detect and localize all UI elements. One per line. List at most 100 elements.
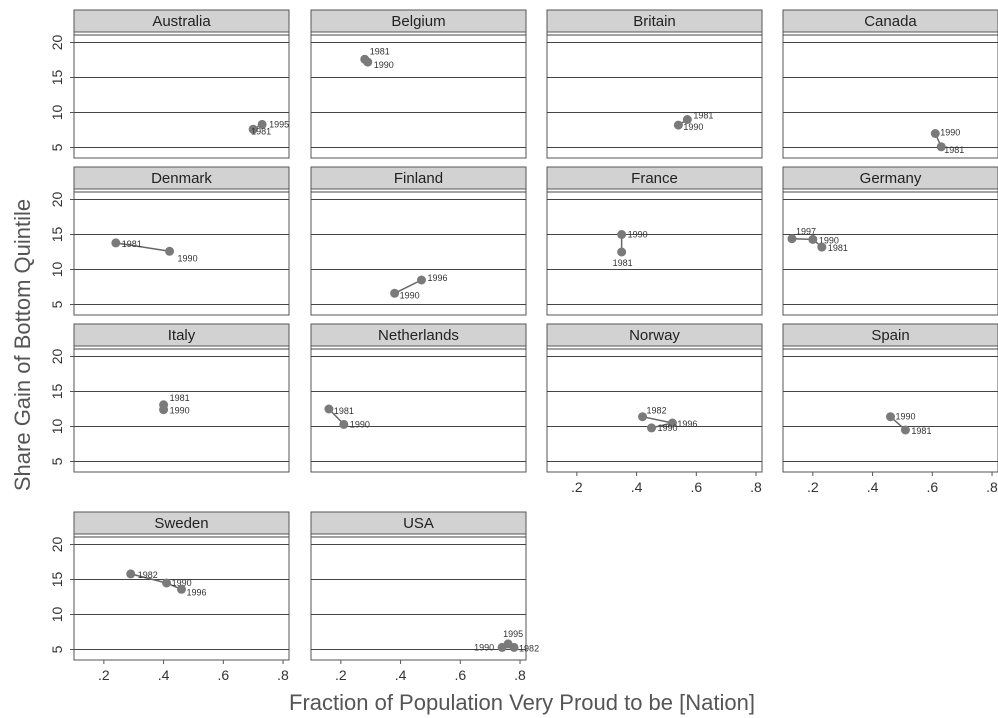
panel-italy: Italy 5 10 15 20 1981 1990 (49, 323, 290, 473)
x-tick-label: .6 (454, 667, 466, 683)
data-label: 1990 (628, 230, 648, 240)
data-point-sweden-1996 (177, 584, 186, 594)
data-label: 1981 (334, 406, 354, 416)
x-tick-label: .4 (631, 479, 643, 495)
panel-plot-area (310, 533, 527, 661)
x-tick-label: .4 (395, 667, 407, 683)
data-label: 1990 (374, 60, 394, 70)
data-label: 1981 (944, 145, 964, 155)
x-tick-label: .8 (986, 479, 998, 495)
x-tick-label: .8 (277, 667, 289, 683)
panel-title: Canada (864, 13, 917, 30)
data-point-spain-1990 (886, 412, 895, 422)
x-tick-label: .6 (926, 479, 938, 495)
data-label: 1981 (613, 258, 633, 268)
data-point-netherlands-1990 (339, 419, 349, 429)
y-tick-label: 10 (49, 419, 65, 435)
data-label: 1990 (819, 235, 839, 245)
data-point-usa-1982 (509, 642, 519, 652)
data-point-norway-1982 (638, 412, 648, 422)
series-line-denmark (115, 242, 170, 253)
panel-title: Britain (633, 13, 676, 30)
y-tick-label: 20 (49, 35, 65, 51)
panel-plot-area (73, 31, 290, 159)
data-point-sweden-1990 (162, 578, 172, 588)
data-label: 1990 (474, 642, 494, 652)
data-label: 1981 (828, 243, 848, 253)
panel-plot-area (73, 345, 290, 473)
series-line-finland (394, 279, 422, 294)
y-axis-title: Share Gain of Bottom Quintile (10, 199, 35, 491)
y-tick-label: 20 (49, 192, 65, 208)
panels-group: Australia510152019951981Belgium19811990B… (49, 9, 998, 683)
panel-title: Australia (152, 13, 211, 30)
panel-title: USA (403, 515, 434, 532)
panel-title: Netherlands (378, 327, 459, 344)
data-label: 1990 (350, 419, 370, 429)
panel-title: Germany (860, 170, 922, 187)
data-point-sweden-1982 (126, 569, 136, 579)
data-point-belgium-1990 (363, 57, 373, 67)
x-tick-label: .2 (335, 667, 347, 683)
panel-title: Finland (394, 170, 443, 187)
data-label: 1996 (677, 419, 697, 429)
panel-title: Denmark (151, 170, 212, 187)
data-point-germany-1990 (808, 234, 818, 244)
x-tick-label: .2 (98, 667, 110, 683)
data-label: 1981 (170, 393, 190, 403)
data-point-italy-1990 (159, 405, 169, 415)
data-point-denmark-1990 (165, 246, 175, 256)
data-point-canada-1990 (930, 129, 940, 138)
data-label: 1990 (683, 122, 703, 132)
data-label: 1982 (138, 570, 158, 580)
data-label: 1981 (251, 126, 271, 136)
x-tick-label: .6 (217, 667, 229, 683)
data-label: 1981 (693, 111, 713, 121)
data-point-canada-1981 (936, 142, 946, 152)
data-label: 1996 (427, 273, 447, 283)
y-tick-label: 10 (49, 262, 65, 278)
panel-title: France (631, 170, 678, 187)
panel-plot-area (782, 345, 998, 473)
x-axis-title: Fraction of Population Very Proud to be … (289, 690, 755, 715)
y-tick-label: 15 (49, 384, 65, 400)
data-point-spain-1981 (900, 425, 910, 435)
data-label: 1990 (940, 128, 960, 138)
panel-usa: USA .2 .4 .6 .8 1995 1990 1982 (310, 511, 539, 683)
y-tick-label: 15 (49, 572, 65, 588)
data-point-netherlands-1981 (324, 404, 334, 414)
data-point-australia-1981 (248, 124, 258, 134)
data-label: 1990 (170, 406, 190, 416)
panel-plot-area (73, 188, 290, 316)
panel-netherlands: Netherlands 1981 1990 (310, 323, 527, 473)
x-tick-label: .8 (750, 479, 762, 495)
data-label: 1981 (370, 46, 390, 56)
panel-title: Sweden (154, 515, 208, 532)
data-point-france-1990 (617, 230, 627, 239)
x-tick-label: .4 (867, 479, 879, 495)
panel-plot-area (73, 533, 290, 661)
y-tick-label: 5 (49, 457, 65, 465)
panel-title: Italy (168, 327, 196, 344)
panel-denmark: Denmark 5 10 15 20 1981 1990 (49, 166, 290, 316)
data-label: 1995 (503, 629, 523, 639)
y-tick-label: 20 (49, 537, 65, 553)
x-tick-label: .6 (690, 479, 702, 495)
x-tick-label: .4 (158, 667, 170, 683)
panel-plot-area (782, 188, 998, 316)
data-point-norway-1996 (667, 418, 677, 428)
data-label: 1997 (796, 227, 816, 237)
panel-finland: Finland 1996 1990 (310, 166, 527, 316)
panel-title: Norway (629, 327, 680, 344)
panel-plot-area (782, 31, 998, 159)
data-point-germany-1981 (817, 242, 827, 252)
data-point-britain-1981 (682, 115, 692, 124)
data-label: 1990 (178, 253, 198, 263)
data-point-finland-1990 (390, 288, 400, 298)
panel-belgium: Belgium 1981 1990 (310, 9, 527, 159)
